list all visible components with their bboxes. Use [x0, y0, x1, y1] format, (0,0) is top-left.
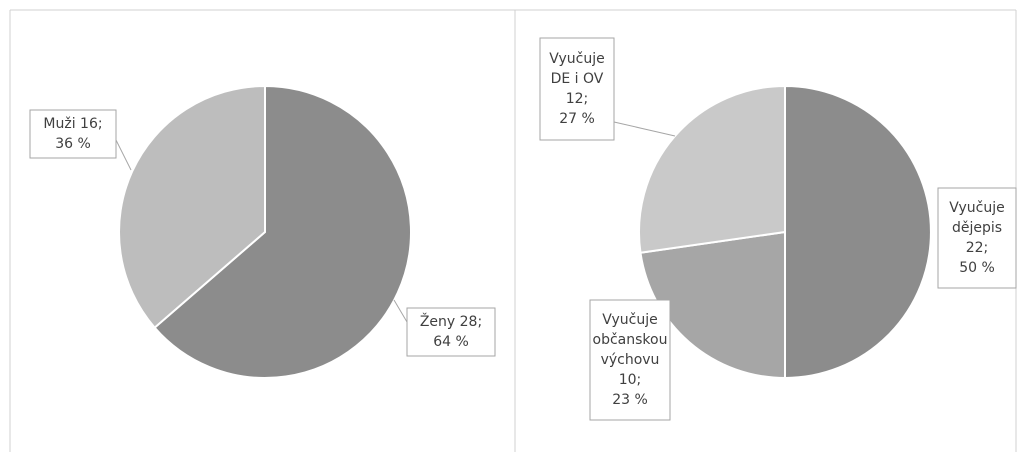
data-label: 36 % [55, 136, 91, 152]
pie-slice [639, 230, 786, 380]
data-label: občanskou [593, 332, 668, 348]
data-label: Vyučuje [549, 51, 604, 67]
label-box [539, 37, 615, 141]
label-box [406, 307, 496, 357]
data-label: Ženy 28; [420, 312, 482, 330]
data-label: Vyučuje [602, 312, 657, 328]
data-label: Vyučuje [949, 200, 1004, 216]
pie-slice [784, 84, 932, 380]
pie-slice [153, 84, 412, 379]
leader-line [115, 139, 132, 171]
data-label: výchovu [601, 352, 660, 368]
data-label: 10; [619, 372, 642, 388]
leader-line [393, 299, 408, 323]
pie-slice [118, 84, 266, 330]
data-label: 22; [966, 240, 989, 256]
data-label: Muži 16; [43, 116, 102, 132]
label-box [29, 109, 117, 159]
leader-line [613, 121, 676, 137]
data-label: 64 % [433, 334, 469, 350]
data-label: DE i OV [551, 71, 604, 87]
pie-slice [638, 84, 786, 254]
data-label: 23 % [612, 392, 648, 408]
data-label: 27 % [559, 111, 595, 127]
data-label: dějepis [952, 220, 1002, 236]
label-box [589, 299, 671, 421]
data-label: 12; [566, 91, 589, 107]
data-label: 50 % [959, 260, 995, 276]
label-box [937, 187, 1017, 289]
